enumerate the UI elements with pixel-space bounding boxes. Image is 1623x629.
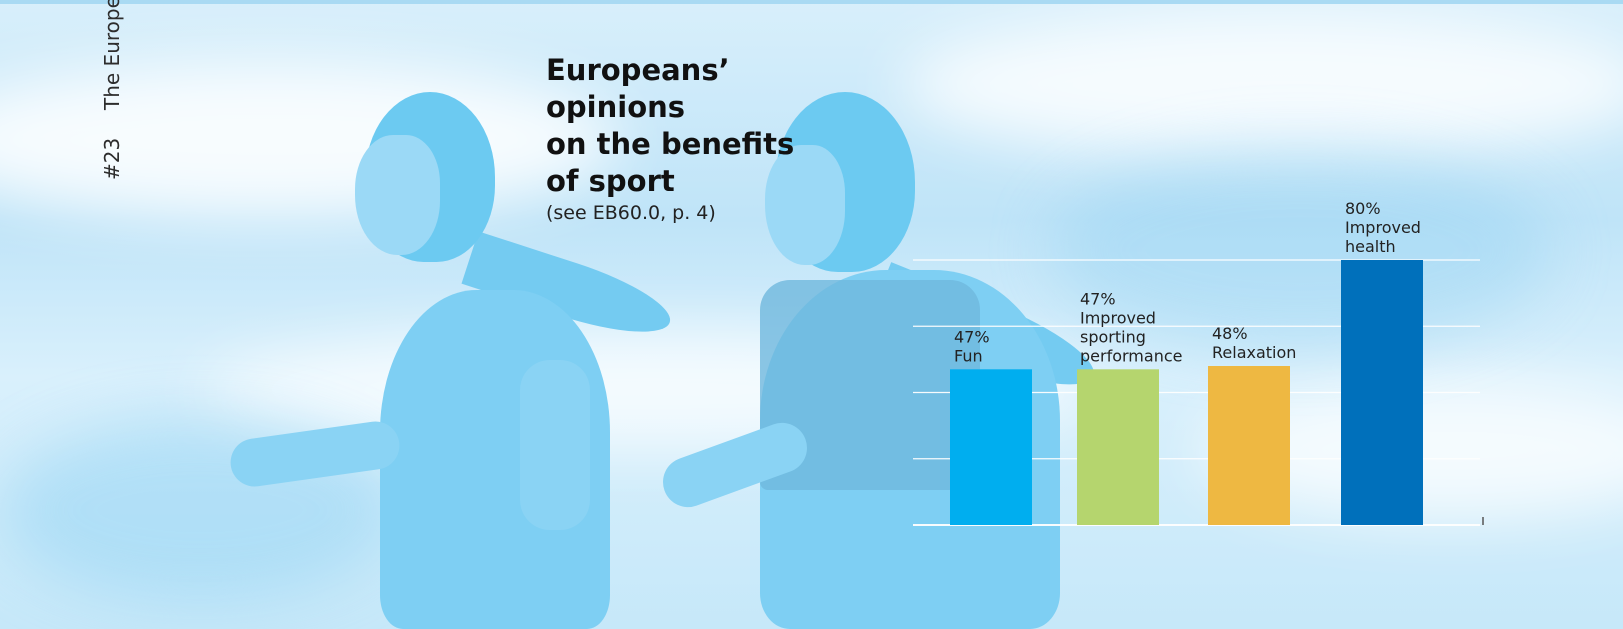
- bar: [1077, 369, 1159, 525]
- bar: [1208, 366, 1290, 525]
- category-label: Improved: [1080, 308, 1156, 327]
- category-label: performance: [1080, 346, 1182, 365]
- chart-heading: Europeans’ opinions on the benefits of s…: [546, 52, 866, 224]
- data-label: 47%: [1080, 289, 1116, 308]
- chart-title: Europeans’ opinions on the benefits of s…: [546, 52, 866, 200]
- category-label: Relaxation: [1212, 343, 1296, 362]
- bar: [1341, 260, 1423, 525]
- chart-reference: (see EB60.0, p. 4): [546, 202, 716, 224]
- data-label: 47%: [954, 327, 990, 346]
- data-label: 80%: [1345, 199, 1381, 218]
- chart-title-line: on the benefits: [546, 127, 795, 161]
- category-label: Fun: [954, 346, 983, 365]
- category-label: sporting: [1080, 327, 1146, 346]
- data-label: 48%: [1212, 324, 1248, 343]
- category-label: health: [1345, 237, 1396, 256]
- chart-title-line: Europeans’ opinions: [546, 53, 730, 124]
- category-label: Improved: [1345, 218, 1421, 237]
- bar: [950, 369, 1032, 525]
- chart-title-line: of sport: [546, 164, 675, 198]
- top-stripe: [0, 0, 1623, 4]
